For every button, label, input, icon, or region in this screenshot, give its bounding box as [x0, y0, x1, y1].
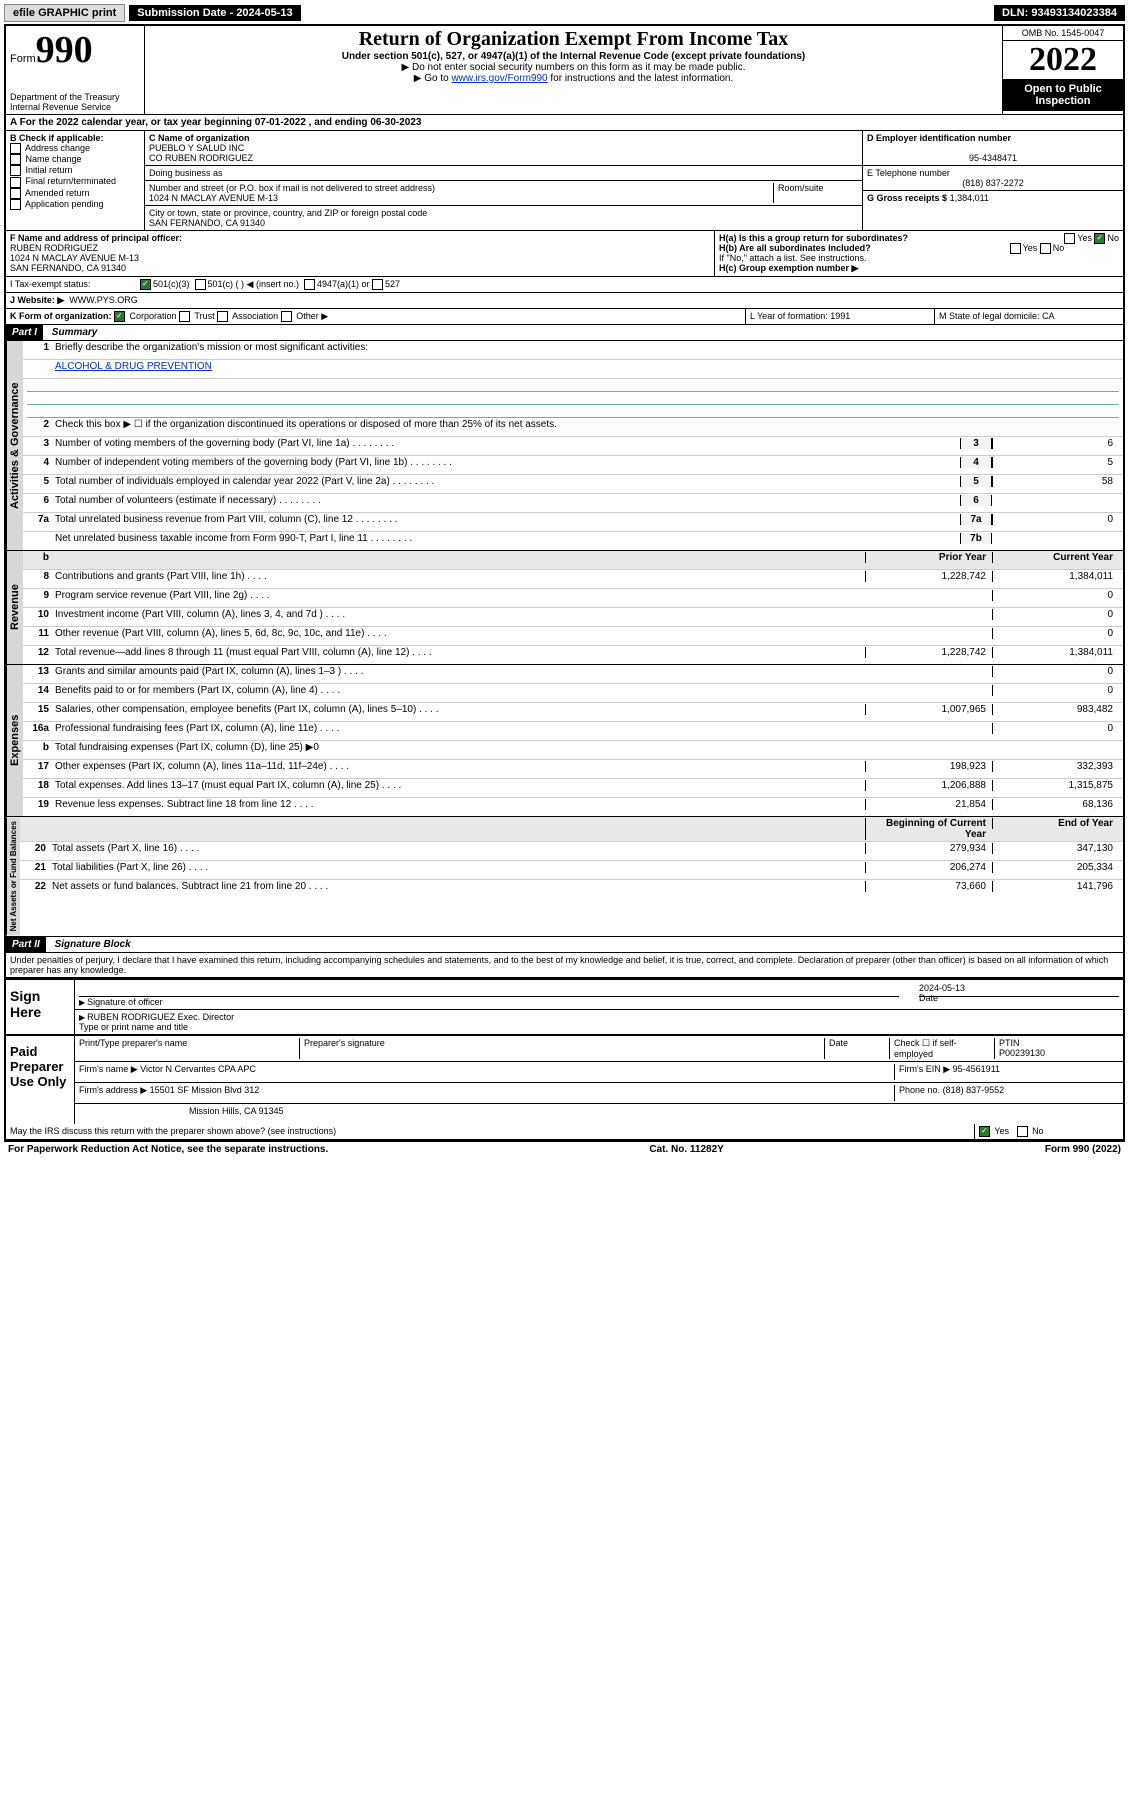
- data-line: 18Total expenses. Add lines 13–17 (must …: [23, 779, 1123, 798]
- page-footer: For Paperwork Reduction Act Notice, see …: [4, 1142, 1125, 1157]
- summary-line: Net unrelated business taxable income fr…: [23, 532, 1123, 550]
- part1-hdr: Part I: [6, 325, 43, 340]
- section-e: E Telephone number (818) 837-2272: [863, 166, 1123, 191]
- revenue-section: Revenue b Prior Year Current Year 8Contr…: [6, 551, 1123, 665]
- section-ha: H(a) Is this a group return for subordin…: [719, 233, 1119, 243]
- perjury-decl: Under penalties of perjury, I declare th…: [6, 953, 1123, 978]
- data-line: 22Net assets or fund balances. Subtract …: [20, 880, 1123, 898]
- section-c-city: City or town, state or province, country…: [145, 206, 862, 230]
- summary-line: 3Number of voting members of the governi…: [23, 437, 1123, 456]
- section-c-dba: Doing business as: [145, 166, 862, 181]
- section-b: B Check if applicable: Address change Na…: [6, 131, 145, 230]
- bcde-row: B Check if applicable: Address change Na…: [6, 131, 1123, 231]
- topbar: efile GRAPHIC print Submission Date - 20…: [4, 4, 1125, 22]
- paid-preparer-block: Paid Preparer Use Only Print/Type prepar…: [6, 1034, 1123, 1124]
- part1-title: Summary: [46, 325, 104, 340]
- form-title: Return of Organization Exempt From Incom…: [149, 28, 998, 51]
- form-header: Form990 Department of the Treasury Inter…: [6, 26, 1123, 115]
- tax-year: 2022: [1003, 41, 1123, 79]
- section-hc: H(c) Group exemption number ▶: [719, 263, 1119, 274]
- open-public: Open to Public Inspection: [1003, 79, 1123, 111]
- irs-link[interactable]: www.irs.gov/Form990: [451, 73, 547, 84]
- checkbox-option[interactable]: Final return/terminated: [10, 176, 140, 187]
- section-a: A For the 2022 calendar year, or tax yea…: [6, 115, 1123, 131]
- data-line: 12Total revenue—add lines 8 through 11 (…: [23, 646, 1123, 664]
- section-g: G Gross receipts $ 1,384,011: [863, 191, 1123, 205]
- activities-governance: Activities & Governance 1Briefly describ…: [6, 341, 1123, 551]
- checkbox-option[interactable]: Initial return: [10, 165, 140, 176]
- data-line: 15Salaries, other compensation, employee…: [23, 703, 1123, 722]
- section-i: I Tax-exempt status: 501(c)(3) 501(c) ( …: [6, 277, 1123, 293]
- form-container: Form990 Department of the Treasury Inter…: [4, 24, 1125, 1142]
- checkbox-option[interactable]: Address change: [10, 143, 140, 154]
- section-c-address: Number and street (or P.O. box if mail i…: [145, 181, 862, 206]
- checkbox-option[interactable]: Amended return: [10, 188, 140, 199]
- data-line: 14Benefits paid to or for members (Part …: [23, 684, 1123, 703]
- section-hb: H(b) Are all subordinates included? Yes …: [719, 243, 1119, 253]
- part2-hdr: Part II: [6, 937, 46, 952]
- data-line: 16aProfessional fundraising fees (Part I…: [23, 722, 1123, 741]
- data-line: 8Contributions and grants (Part VIII, li…: [23, 570, 1123, 589]
- irs-label: Internal Revenue Service: [10, 102, 140, 112]
- summary-line: 6Total number of volunteers (estimate if…: [23, 494, 1123, 513]
- fh-row: F Name and address of principal officer:…: [6, 231, 1123, 277]
- expenses-section: Expenses 13Grants and similar amounts pa…: [6, 665, 1123, 817]
- data-line: 21Total liabilities (Part X, line 26) . …: [20, 861, 1123, 880]
- discuss-row: May the IRS discuss this return with the…: [6, 1124, 1123, 1140]
- form-number: Form990: [10, 28, 140, 72]
- data-line: bTotal fundraising expenses (Part IX, co…: [23, 741, 1123, 760]
- section-hb-note: If "No," attach a list. See instructions…: [719, 253, 1119, 263]
- section-c-name: C Name of organization PUEBLO Y SALUD IN…: [145, 131, 862, 166]
- section-d: D Employer identification number 95-4348…: [863, 131, 1123, 166]
- efile-print-btn[interactable]: efile GRAPHIC print: [4, 4, 125, 22]
- data-line: 13Grants and similar amounts paid (Part …: [23, 665, 1123, 684]
- checkbox-option[interactable]: Name change: [10, 154, 140, 165]
- checkbox-option[interactable]: Application pending: [10, 199, 140, 210]
- section-j: J Website: ▶ WWW.PYS.ORG: [6, 293, 1123, 309]
- omb-number: OMB No. 1545-0047: [1003, 26, 1123, 41]
- data-line: 11Other revenue (Part VIII, column (A), …: [23, 627, 1123, 646]
- part2-title: Signature Block: [49, 937, 137, 952]
- summary-line: 4Number of independent voting members of…: [23, 456, 1123, 475]
- klm-row: K Form of organization: Corporation Trus…: [6, 309, 1123, 325]
- summary-line: 5Total number of individuals employed in…: [23, 475, 1123, 494]
- dept-label: Department of the Treasury: [10, 92, 140, 102]
- submission-date: Submission Date - 2024-05-13: [129, 5, 300, 21]
- sign-here-block: Sign Here Signature of officer 2024-05-1…: [6, 978, 1123, 1034]
- dln: DLN: 93493134023384: [994, 5, 1125, 21]
- note-ssn: ▶ Do not enter social security numbers o…: [149, 62, 998, 73]
- note-link: ▶ Go to www.irs.gov/Form990 for instruct…: [149, 73, 998, 84]
- data-line: 17Other expenses (Part IX, column (A), l…: [23, 760, 1123, 779]
- data-line: 20Total assets (Part X, line 16) . . . .…: [20, 842, 1123, 861]
- balances-section: Net Assets or Fund Balances Beginning of…: [6, 817, 1123, 936]
- data-line: 10Investment income (Part VIII, column (…: [23, 608, 1123, 627]
- data-line: 19Revenue less expenses. Subtract line 1…: [23, 798, 1123, 816]
- summary-line: 7aTotal unrelated business revenue from …: [23, 513, 1123, 532]
- form-subtitle: Under section 501(c), 527, or 4947(a)(1)…: [149, 51, 998, 62]
- data-line: 9Program service revenue (Part VIII, lin…: [23, 589, 1123, 608]
- mission-link[interactable]: ALCOHOL & DRUG PREVENTION: [55, 361, 212, 372]
